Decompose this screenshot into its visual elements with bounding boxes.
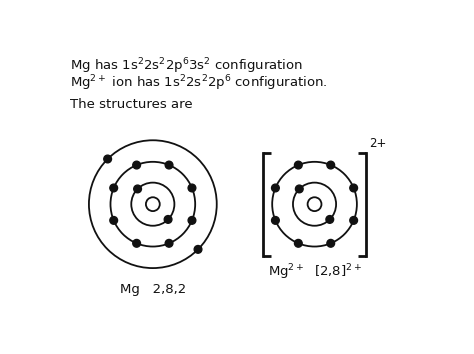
Circle shape [295,185,303,193]
Text: 2+: 2+ [369,137,387,150]
Circle shape [327,161,335,169]
Circle shape [350,217,357,224]
Circle shape [194,246,202,253]
Circle shape [188,217,196,224]
Text: Mg has 1s$^2$2s$^2$2p$^6$3s$^2$ configuration: Mg has 1s$^2$2s$^2$2p$^6$3s$^2$ configur… [70,56,303,76]
Circle shape [350,184,357,192]
Circle shape [308,197,321,211]
Circle shape [134,185,141,193]
Circle shape [294,161,302,169]
Text: The structures are: The structures are [70,98,192,111]
Circle shape [110,184,118,192]
Circle shape [164,216,172,223]
Circle shape [110,217,118,224]
Circle shape [104,155,111,163]
Text: Mg$^{2+}$  [2,8]$^{2+}$: Mg$^{2+}$ [2,8]$^{2+}$ [267,262,362,281]
Circle shape [133,161,140,169]
Circle shape [146,197,160,211]
Circle shape [133,239,140,247]
Circle shape [294,239,302,247]
Text: Mg$^{2+}$ ion has 1s$^2$2s$^2$2p$^6$ configuration.: Mg$^{2+}$ ion has 1s$^2$2s$^2$2p$^6$ con… [70,73,327,93]
Circle shape [272,184,279,192]
Circle shape [327,239,335,247]
Circle shape [272,217,279,224]
Circle shape [326,216,334,223]
Text: Mg   2,8,2: Mg 2,8,2 [120,284,186,297]
Circle shape [165,239,173,247]
Circle shape [165,161,173,169]
Circle shape [188,184,196,192]
